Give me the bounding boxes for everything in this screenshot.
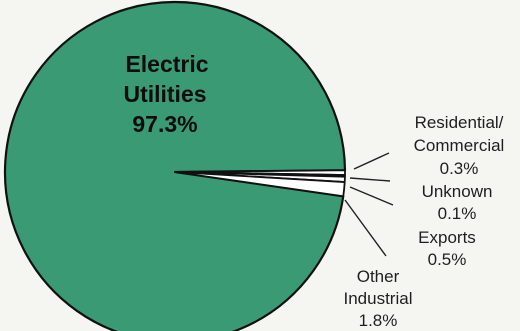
label-electric-utilities-value: 97.3% [132,111,197,137]
pie-slices [3,0,347,331]
label-residential-commercial-value: 0.3% [440,159,479,178]
label-exports-value: 0.5% [428,250,467,269]
label-unknown-value: 0.1% [438,204,477,223]
label-residential-commercial-line2: Commercial [414,136,505,155]
leader-exports [349,186,394,206]
leader-residential-commercial [353,152,390,170]
label-other-industrial-value: 1.8% [359,311,398,330]
label-electric-utilities-line1: Electric [125,51,208,77]
slice-other-industrial [174,171,346,198]
label-electric-utilities-line2: Utilities [123,81,206,107]
label-other-industrial-line1: Other [357,267,400,286]
label-other-industrial-line2: Industrial [344,289,413,308]
label-unknown-line1: Unknown [422,182,493,201]
slice-labels: Electric Utilities 97.3% Residential/Commer… [123,51,504,330]
leader-unknown [349,177,391,182]
label-exports-line1: Exports [418,228,476,247]
slice-electric-utilities [3,0,347,331]
leader-lines [344,152,394,257]
label-residential-commercial-line1: Residential/ [415,113,504,132]
leader-other-industrial [344,199,387,257]
